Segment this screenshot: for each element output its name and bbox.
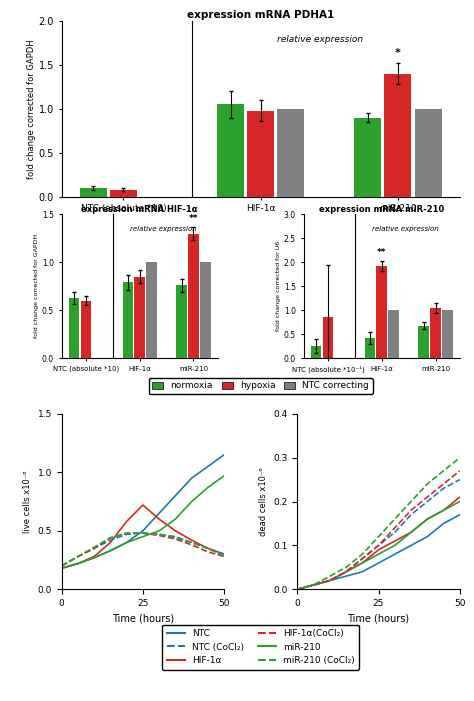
Bar (110, 189, 137, 196)
Text: relative expression: relative expression (130, 226, 197, 232)
Bar (69, 298, 79, 358)
Bar (200, 262, 210, 358)
Bar (80, 188, 107, 196)
Legend: normoxia, hypoxia, NTC correcting: normoxia, hypoxia, NTC correcting (149, 378, 373, 394)
Bar (430, 308, 441, 358)
Text: *: * (395, 48, 401, 58)
Bar (146, 262, 157, 358)
Y-axis label: live cells x10⁻⁶: live cells x10⁻⁶ (23, 470, 32, 533)
Title: expression mRNA miR-210: expression mRNA miR-210 (319, 205, 444, 214)
Bar (376, 266, 387, 358)
Text: **: ** (377, 248, 386, 257)
Bar (122, 283, 133, 358)
Bar (415, 109, 442, 196)
Bar (188, 233, 199, 358)
Y-axis label: fold change corrected for U6: fold change corrected for U6 (276, 241, 281, 332)
X-axis label: Time (hours): Time (hours) (112, 613, 174, 624)
Bar (365, 338, 375, 358)
Bar (384, 74, 411, 196)
Y-axis label: fold change corrected for GAPDH: fold change corrected for GAPDH (27, 39, 36, 179)
Y-axis label: dead cells x10⁻⁶: dead cells x10⁻⁶ (259, 468, 268, 536)
Bar (442, 311, 453, 358)
Legend: NTC, NTC (CoCl₂), HIF-1α, HIF-1α(CoCl₂), miR-210, miR-210 (CoCl₂): NTC, NTC (CoCl₂), HIF-1α, HIF-1α(CoCl₂),… (162, 625, 359, 669)
Text: relative expression: relative expression (277, 35, 364, 44)
Bar (247, 111, 274, 196)
Bar (134, 277, 145, 358)
Title: expression mRNA PDHA1: expression mRNA PDHA1 (187, 11, 334, 20)
Bar (419, 325, 429, 358)
Bar (81, 301, 91, 358)
Bar (388, 311, 399, 358)
Bar (277, 109, 304, 196)
Bar (217, 104, 244, 196)
Y-axis label: fold change corrected for GAPDH: fold change corrected for GAPDH (34, 234, 39, 339)
X-axis label: Time (hours): Time (hours) (347, 613, 410, 624)
Bar (323, 318, 333, 358)
Bar (311, 346, 321, 358)
Bar (176, 285, 187, 358)
Text: relative expression: relative expression (372, 226, 438, 232)
Bar (354, 118, 381, 196)
Text: **: ** (189, 214, 198, 223)
Title: expression mRNA HIF-1α: expression mRNA HIF-1α (82, 205, 198, 214)
